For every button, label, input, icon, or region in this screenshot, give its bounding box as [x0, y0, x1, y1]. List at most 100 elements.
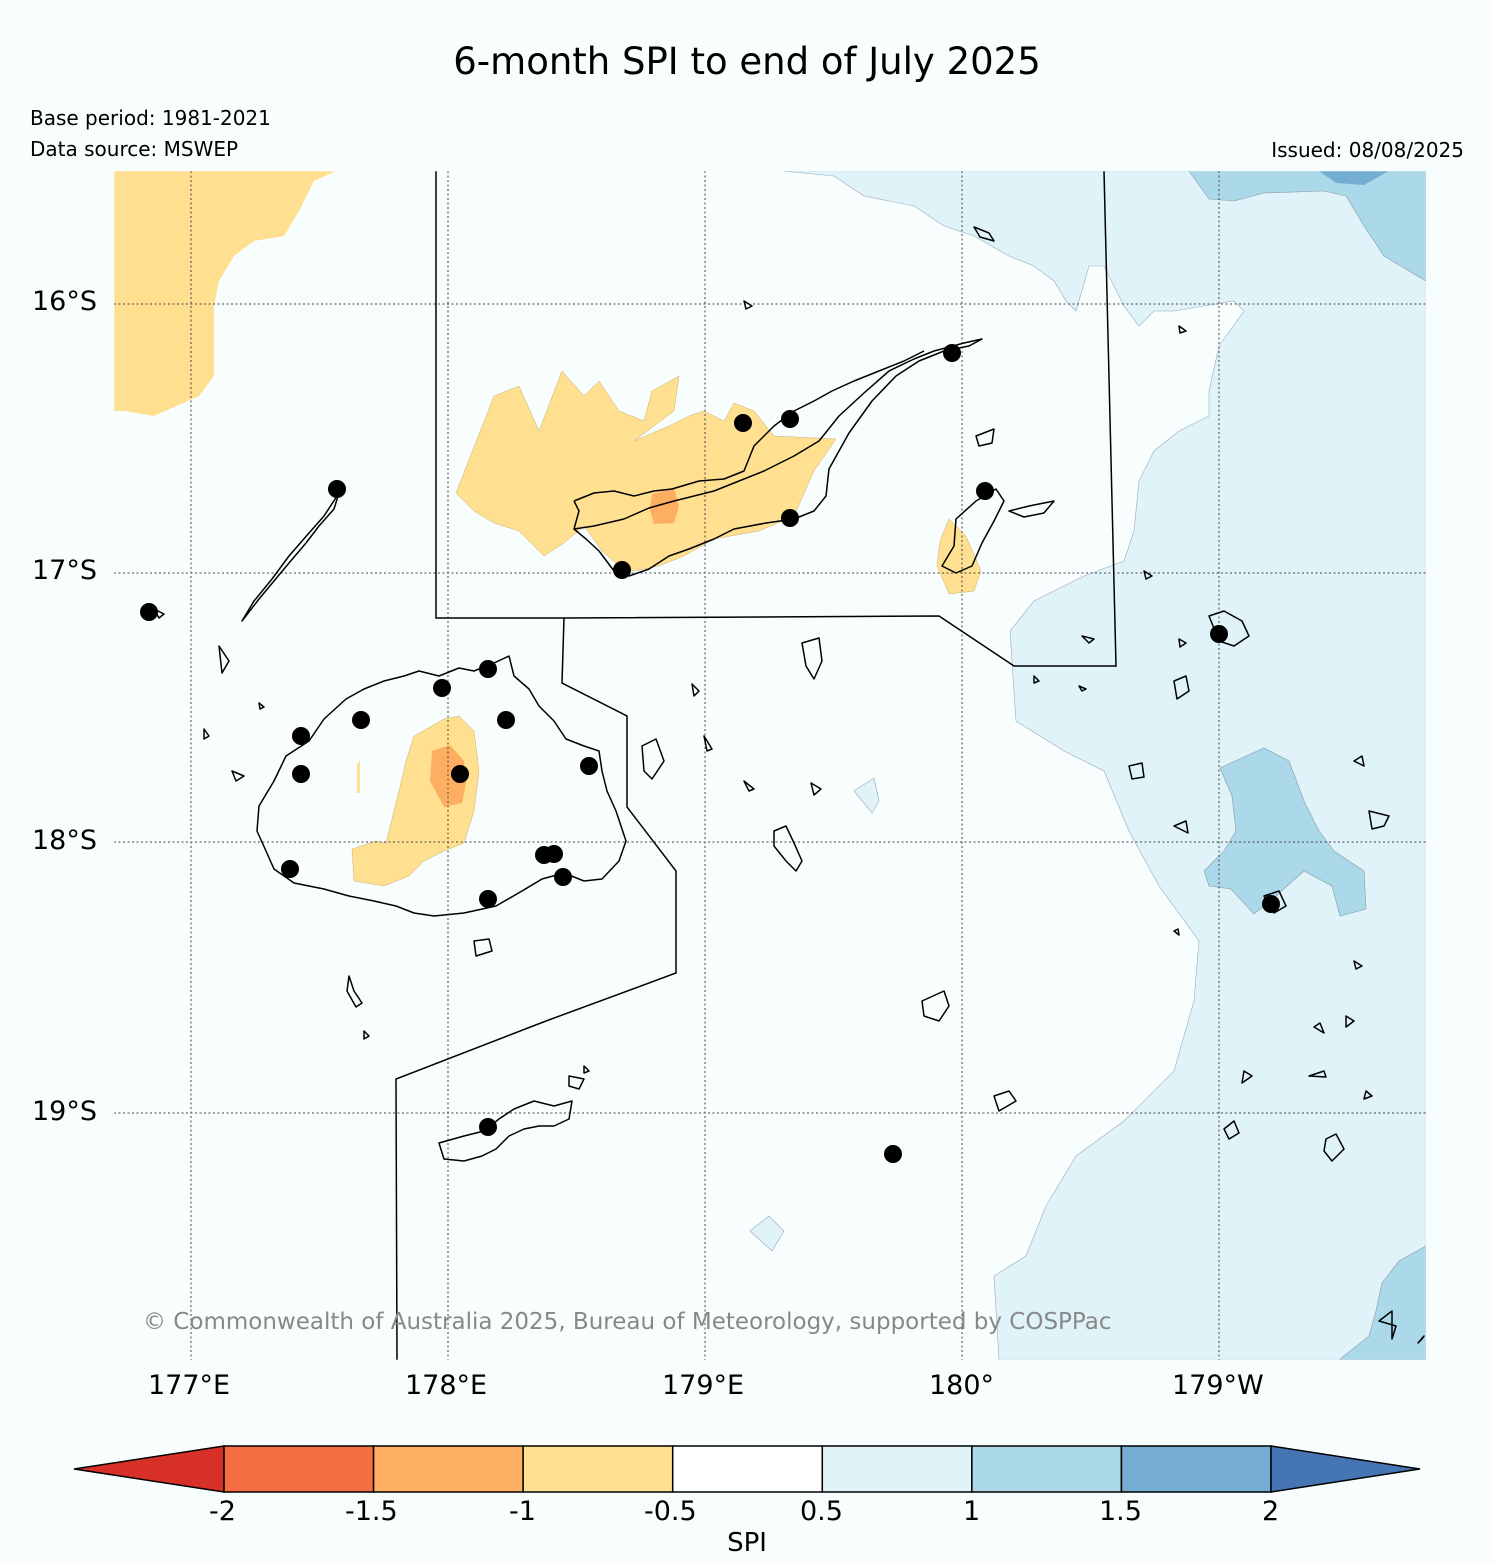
division-boundaries	[395, 171, 1117, 1360]
small-island-cc	[363, 1030, 370, 1040]
colorbar-segment	[522, 1445, 674, 1493]
station-marker	[140, 603, 158, 621]
lat-label-17s: 17°S	[32, 555, 97, 586]
ovalau-island	[641, 738, 665, 780]
wet-region-moderate-lau	[1203, 747, 1367, 917]
colorbar-extend-low	[73, 1445, 225, 1493]
colorbar-tick: 1	[963, 1496, 981, 1527]
small-island-l	[1417, 1335, 1425, 1344]
station-marker	[479, 660, 497, 678]
small-island-t	[691, 683, 700, 697]
station-marker	[580, 757, 598, 775]
colorbar-tick: 2	[1262, 1496, 1280, 1527]
station-marker	[781, 509, 799, 527]
station-marker	[292, 727, 310, 745]
station-marker	[328, 480, 346, 498]
spi-map: © Commonwealth of Australia 2025, Bureau…	[114, 171, 1426, 1360]
colorbar-segment	[223, 1445, 375, 1493]
rabi-island	[975, 428, 995, 447]
small-island-r	[1178, 325, 1187, 334]
copyright-notice: © Commonwealth of Australia 2025, Bureau…	[143, 1309, 1112, 1335]
small-island-j	[1353, 960, 1363, 970]
beqa-island	[473, 938, 493, 957]
lon-label-180: 180°	[929, 1370, 995, 1401]
colorbar-segment	[1120, 1445, 1272, 1493]
small-island-f	[1345, 1015, 1355, 1028]
dry-region-taveuni	[936, 518, 982, 595]
spi-colorbar	[73, 1445, 1421, 1493]
yasawa-islands	[241, 492, 340, 622]
station-marker	[884, 1145, 902, 1163]
small-island-o	[1081, 635, 1095, 644]
station-marker	[281, 860, 299, 878]
small-island-ee	[568, 1075, 585, 1090]
lat-label-18s: 18°S	[32, 825, 97, 856]
station-marker	[497, 711, 515, 729]
small-island-h	[1241, 1070, 1253, 1084]
small-island-y	[218, 645, 230, 674]
colorbar-segment	[671, 1445, 824, 1493]
lon-label-179e: 179°E	[662, 1370, 745, 1401]
station-marker	[1210, 625, 1228, 643]
station-marker	[479, 890, 497, 908]
lat-label-16s: 16°S	[32, 286, 97, 317]
dry-region-small	[357, 761, 360, 793]
station-marker	[781, 410, 799, 428]
small-island-s	[1033, 675, 1040, 684]
station-marker	[943, 344, 961, 362]
qamea-island	[1008, 500, 1055, 518]
small-island-g	[1308, 1070, 1327, 1078]
dry-region-vanua-levu-core	[650, 488, 679, 524]
small-island-aa	[231, 770, 245, 782]
station-marker	[545, 845, 563, 863]
colorbar-segment	[372, 1445, 524, 1493]
ono-ilau-island	[1323, 1133, 1345, 1162]
viti-levu-island	[256, 655, 627, 917]
koro-island	[801, 637, 823, 680]
colorbar-tick: 1.5	[1099, 1496, 1142, 1527]
station-marker	[292, 765, 310, 783]
rainfall-stations	[140, 344, 1280, 1163]
kadavu-island	[438, 1100, 573, 1162]
data-source: Data source: MSWEP	[30, 137, 239, 161]
base-period: Base period: 1981-2021	[30, 106, 271, 130]
wet-region-moderate-northeast	[1188, 171, 1426, 282]
station-marker	[734, 414, 752, 432]
small-island-p	[1078, 685, 1087, 692]
small-island-u	[703, 735, 713, 752]
gau-island	[773, 825, 803, 872]
station-marker	[976, 482, 994, 500]
colorbar-label: SPI	[727, 1528, 767, 1558]
small-island-ff	[583, 1065, 590, 1074]
station-marker	[554, 868, 572, 886]
dry-region-northwest	[114, 171, 336, 416]
moala-island	[921, 990, 950, 1022]
small-island-b	[1368, 810, 1390, 830]
colorbar-extend-high	[1270, 1445, 1421, 1493]
small-island-e	[1173, 928, 1180, 936]
map-title: 6-month SPI to end of July 2025	[453, 40, 1041, 83]
colorbar-tick: -1.5	[345, 1496, 398, 1527]
lat-label-19s: 19°S	[32, 1096, 97, 1127]
station-marker	[451, 765, 469, 783]
colorbar-tick: -1	[509, 1496, 536, 1527]
small-island-c	[1353, 755, 1365, 767]
cicia-island	[1128, 762, 1145, 780]
colorbar-tick: -2	[209, 1496, 236, 1527]
small-island-i	[1363, 1090, 1373, 1100]
small-island-k	[1313, 1022, 1325, 1034]
small-island-a	[346, 975, 363, 1008]
wet-region-moderate-southeast	[1338, 1245, 1426, 1360]
small-island-dd	[743, 300, 753, 310]
wet-region-ocean-patch-1	[853, 777, 880, 814]
small-island-v	[743, 780, 755, 792]
colorbar-segment	[821, 1445, 973, 1493]
station-marker	[352, 711, 370, 729]
islands	[153, 226, 1425, 1344]
small-island-z	[203, 728, 210, 740]
wet-region-east	[781, 171, 1426, 1360]
colorbar-segment	[971, 1445, 1123, 1493]
station-marker	[479, 1118, 497, 1136]
small-island-m	[1143, 570, 1153, 580]
lon-label-179w: 179°W	[1172, 1370, 1264, 1401]
